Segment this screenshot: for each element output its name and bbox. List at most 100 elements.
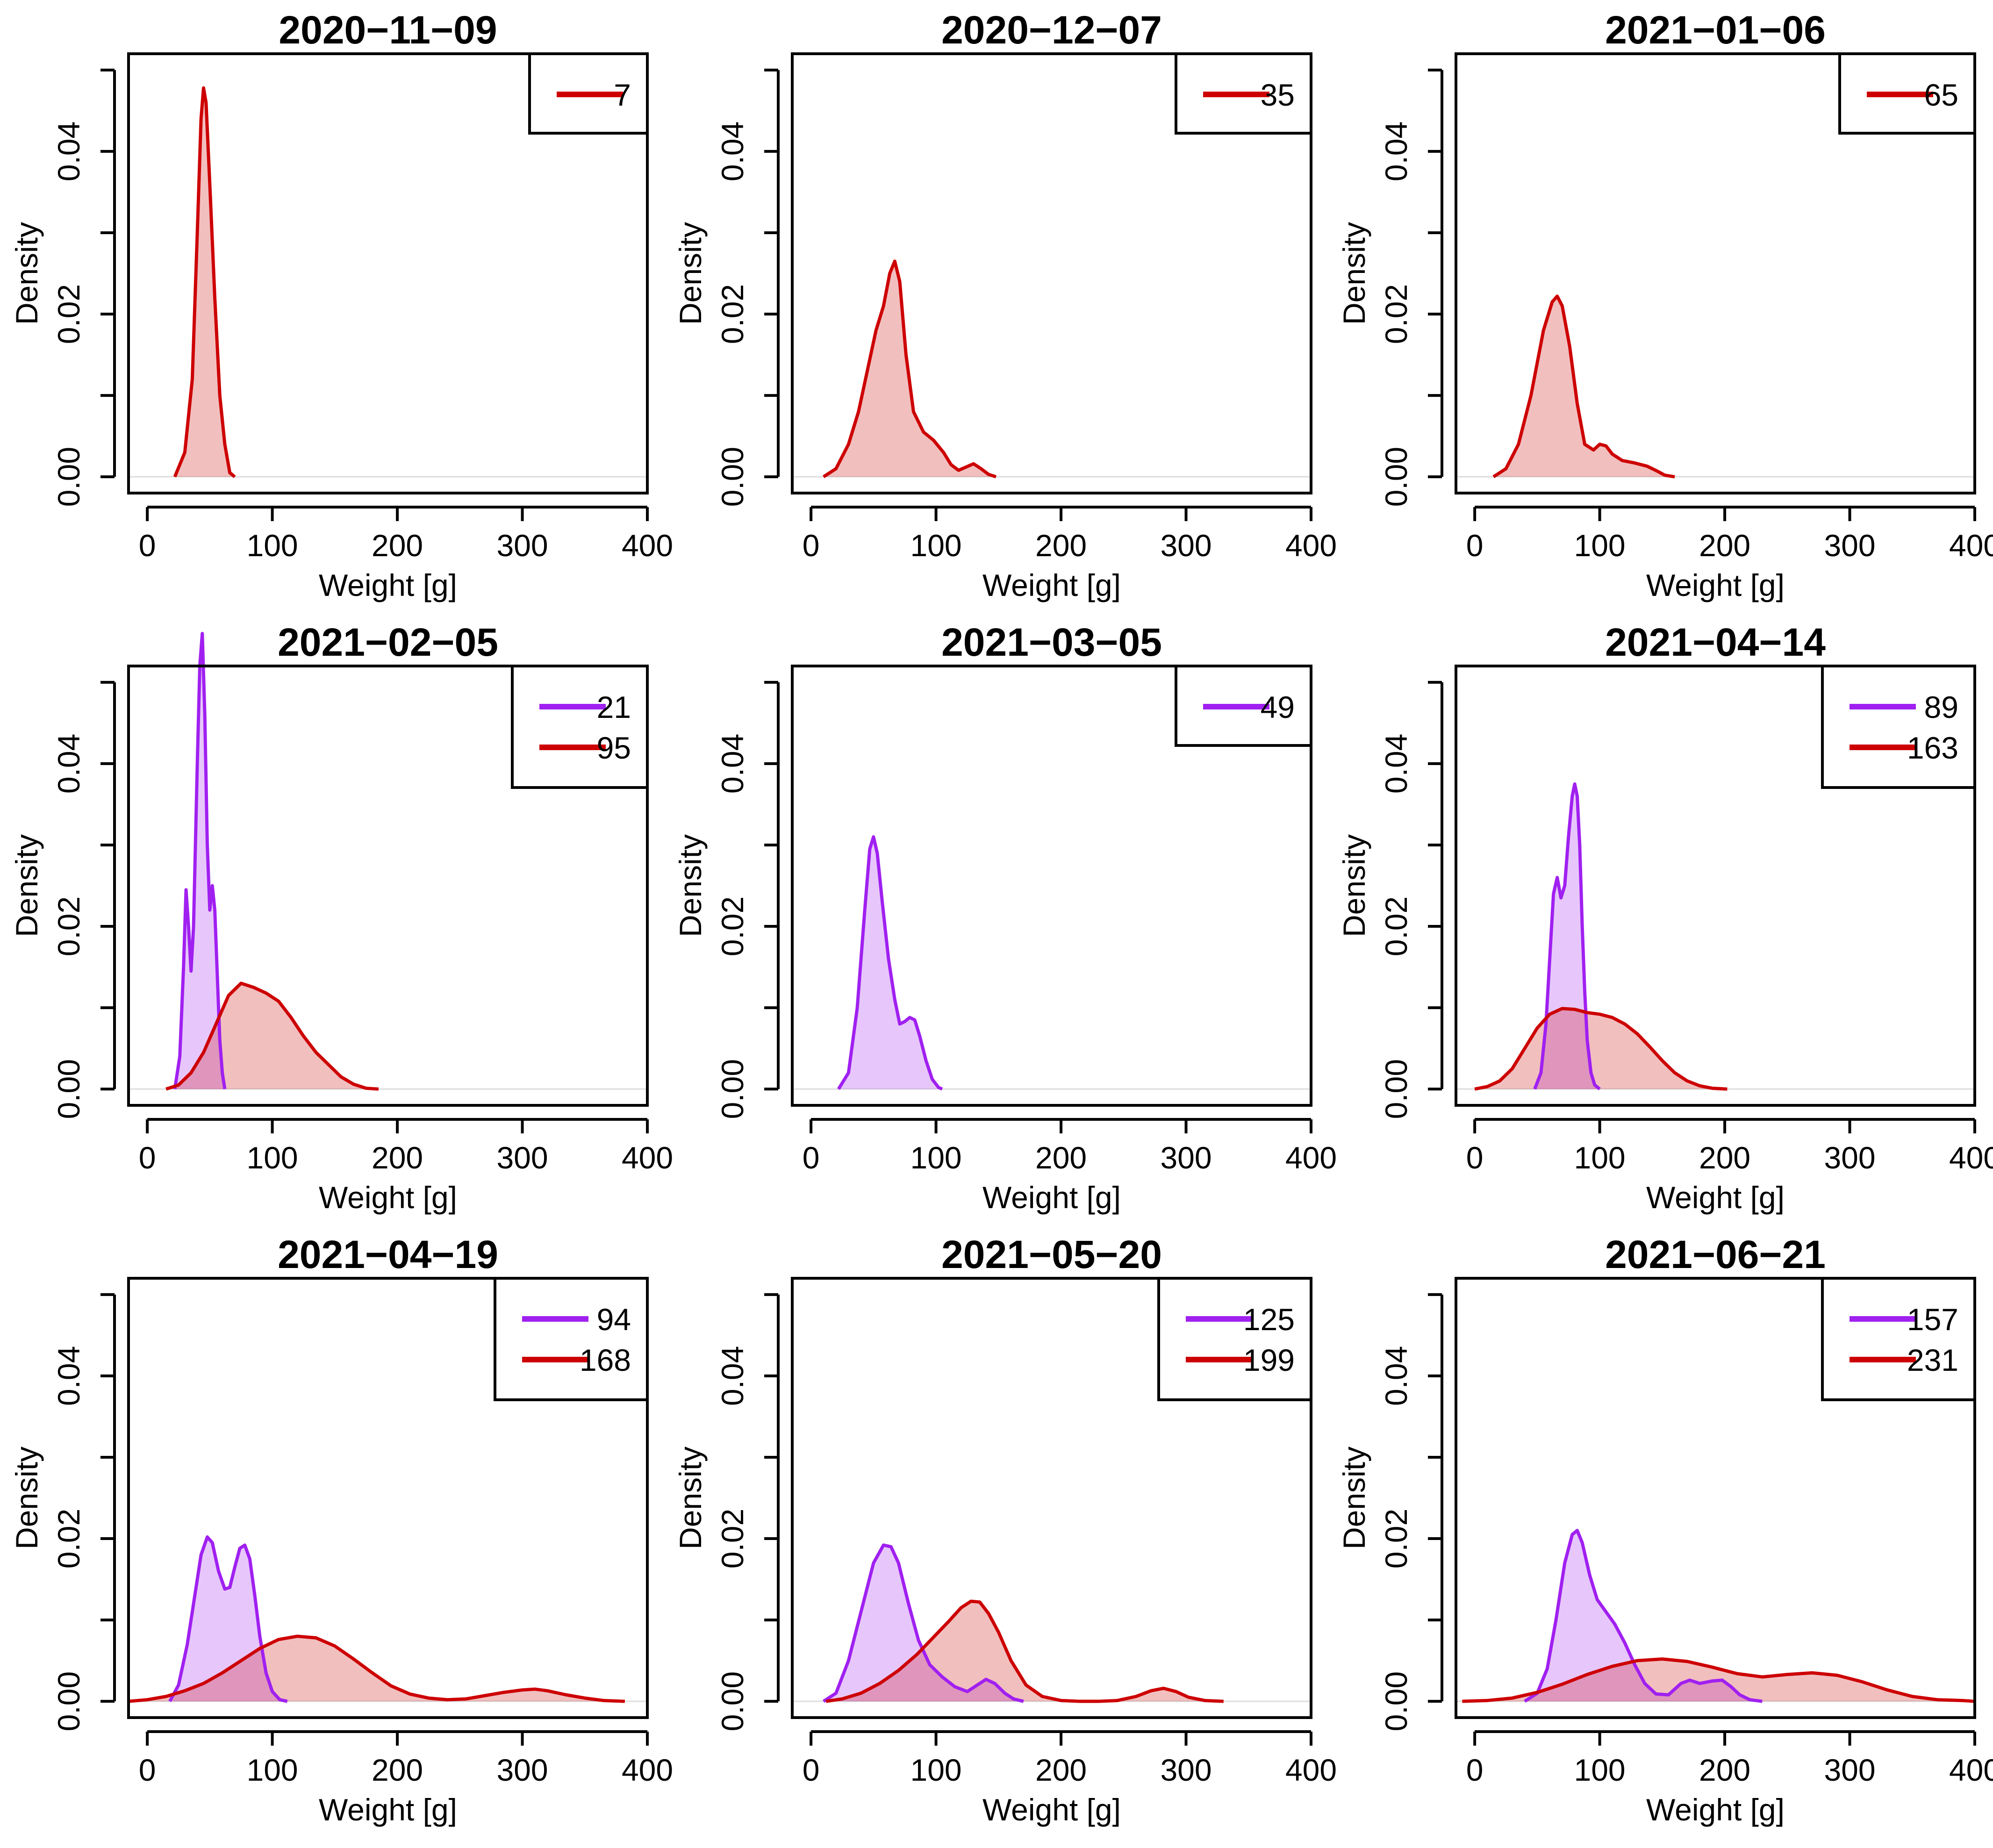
panel-title: 2021−04−14: [1605, 620, 1826, 664]
legend-label-231: 231: [1907, 1343, 1958, 1377]
y-axis-label: Density: [1337, 834, 1371, 937]
plot-box: [1455, 52, 1976, 494]
x-tick-label: 300: [1160, 1140, 1212, 1175]
density-line-65: [1492, 294, 1675, 479]
density-line-157: [1524, 1529, 1763, 1703]
density-fill-65: [1493, 296, 1675, 477]
y-tick-label: 0.04: [1379, 122, 1413, 181]
x-tick-label: 100: [247, 1140, 298, 1175]
density-line-168: [128, 1634, 625, 1703]
x-axis-label: Weight [g]: [1646, 1792, 1785, 1827]
y-axis-label: Density: [673, 834, 708, 937]
y-axis-label: Density: [1337, 222, 1371, 325]
density-line-199: [825, 1599, 1224, 1703]
x-axis-label: Weight [g]: [982, 1180, 1121, 1215]
y-tick-label: 0.00: [1379, 1671, 1413, 1731]
x-tick-label: 300: [496, 1753, 548, 1787]
x-tick-label: 100: [910, 1140, 962, 1175]
legend-label-21: 21: [597, 690, 631, 724]
plot-box: [791, 1277, 1312, 1719]
legend-label-7: 7: [614, 78, 631, 112]
density-line-89: [1533, 782, 1601, 1090]
y-tick-label: 0.02: [1379, 1509, 1413, 1569]
x-tick-label: 400: [1949, 528, 1993, 563]
y-axis-label: Density: [9, 1447, 44, 1549]
panel-title: 2021−06−21: [1605, 1232, 1826, 1276]
x-tick-label: 100: [910, 528, 962, 563]
legend-label-163: 163: [1907, 731, 1958, 765]
x-tick-label: 100: [1574, 1140, 1626, 1175]
y-axis-label: Density: [1337, 1447, 1371, 1549]
x-tick-label: 100: [1574, 1753, 1626, 1787]
x-tick-label: 0: [139, 528, 156, 563]
x-tick-label: 100: [910, 1753, 962, 1787]
x-tick-label: 200: [372, 1753, 423, 1787]
x-tick-label: 200: [372, 528, 423, 563]
y-tick-label: 0.04: [715, 122, 750, 181]
y-tick-label: 0.02: [715, 896, 750, 956]
x-tick-label: 200: [1699, 1753, 1750, 1787]
y-tick-label: 0.00: [1379, 1059, 1413, 1119]
y-axis-label: Density: [673, 1447, 708, 1549]
y-tick-label: 0.00: [715, 1671, 750, 1731]
density-line-95: [165, 981, 379, 1091]
x-tick-label: 400: [1285, 1753, 1337, 1787]
legend-label-35: 35: [1261, 78, 1295, 112]
density-fill-94: [170, 1537, 287, 1702]
y-tick-label: 0.00: [51, 1671, 86, 1731]
x-tick-label: 400: [622, 1140, 673, 1175]
panel-title: 2021−01−06: [1605, 8, 1826, 52]
legend-label-65: 65: [1924, 78, 1958, 112]
x-axis-label: Weight [g]: [1646, 568, 1785, 602]
legend-label-89: 89: [1924, 690, 1958, 724]
x-tick-label: 100: [247, 528, 298, 563]
panel-title: 2021−04−19: [278, 1232, 498, 1276]
x-tick-label: 400: [1949, 1140, 1993, 1175]
y-tick-label: 0.04: [51, 734, 86, 794]
density-fill-21: [174, 633, 225, 1089]
x-tick-label: 300: [496, 1140, 548, 1175]
x-tick-label: 200: [1699, 1140, 1750, 1175]
x-tick-label: 0: [1466, 1140, 1484, 1175]
chart-panel-4: 2021−02−05 0 100 200 300 400 Weight [g] 0.00 0.0…: [9, 620, 673, 1215]
x-tick-label: 200: [372, 1140, 423, 1175]
y-tick-label: 0.04: [1379, 734, 1413, 794]
density-line-125: [822, 1543, 1024, 1703]
plot-box: [791, 665, 1312, 1107]
density-line-35: [822, 259, 997, 479]
x-tick-label: 200: [1699, 528, 1750, 563]
x-tick-label: 300: [1824, 1753, 1875, 1787]
chart-panel-7: 2021−04−19 0 100 200 300 400 Weight [g] 0.00 0.0…: [9, 1232, 673, 1827]
panel-title: 2021−03−05: [941, 620, 1162, 664]
density-fill-35: [823, 261, 996, 477]
y-tick-label: 0.02: [715, 1509, 750, 1569]
x-tick-label: 300: [1824, 1140, 1875, 1175]
chart-panel-3: 2021−01−06 0 100 200 300 400 Weight [g] 0.00 0.0…: [1337, 8, 1993, 602]
x-tick-label: 0: [1466, 1753, 1484, 1787]
x-tick-label: 400: [622, 528, 673, 563]
legend-box: [511, 665, 649, 789]
plot-box: [1455, 665, 1976, 1107]
x-axis-label: Weight [g]: [319, 1180, 457, 1215]
y-tick-label: 0.00: [51, 1059, 86, 1119]
x-tick-label: 0: [139, 1140, 156, 1175]
x-axis-label: Weight [g]: [982, 568, 1121, 602]
y-tick-label: 0.02: [51, 1509, 86, 1569]
x-tick-label: 200: [1035, 1753, 1087, 1787]
x-tick-label: 400: [622, 1753, 673, 1787]
panel-title: 2020−11−09: [279, 8, 497, 52]
x-tick-label: 400: [1285, 1140, 1337, 1175]
x-tick-label: 300: [1824, 528, 1875, 563]
y-tick-label: 0.02: [51, 284, 86, 344]
y-axis-label: Density: [673, 222, 708, 325]
plot-box: [127, 665, 649, 1107]
legend-label-199: 199: [1243, 1343, 1295, 1377]
plot-box: [791, 52, 1312, 494]
x-tick-label: 400: [1949, 1753, 1993, 1787]
panel-title: 2020−12−07: [941, 8, 1162, 52]
x-tick-label: 200: [1035, 1140, 1087, 1175]
panel-title: 2021−02−05: [278, 620, 498, 664]
y-axis-label: Density: [9, 222, 44, 325]
plot-box: [127, 1277, 649, 1719]
density-fill-163: [1475, 1008, 1728, 1089]
